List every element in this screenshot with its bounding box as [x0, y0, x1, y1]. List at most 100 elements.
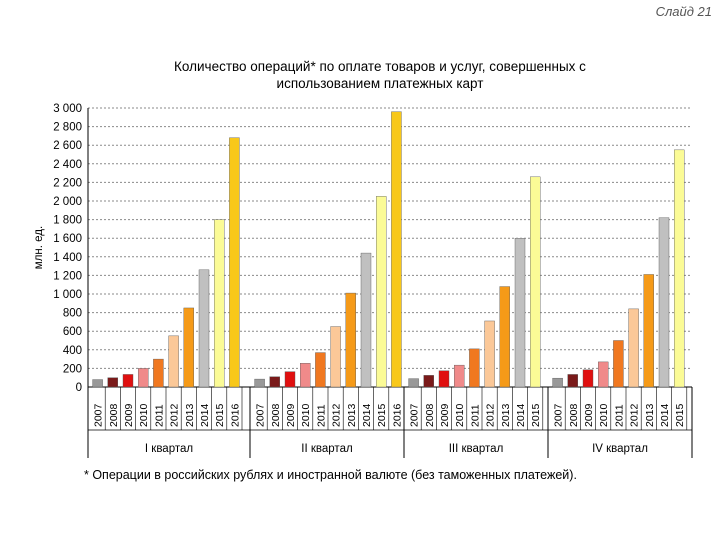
bar: [229, 137, 240, 388]
bar: [499, 286, 510, 388]
year-label: 2007: [93, 403, 105, 427]
y-tick-label: 1 400: [53, 252, 82, 264]
bar: [423, 375, 434, 388]
bar: [153, 358, 164, 388]
bar: [122, 374, 134, 388]
y-tick-label: 1 800: [53, 215, 82, 227]
year-label: 2008: [108, 403, 120, 427]
bar: [198, 269, 210, 388]
year-label: 2012: [485, 403, 497, 427]
chart-title: Количество операций* по оплате товаров и…: [100, 58, 660, 92]
year-label: 2013: [500, 403, 512, 427]
bar: [567, 374, 578, 388]
y-tick-label: 2 600: [53, 140, 82, 152]
bar: [360, 252, 372, 388]
bar: [598, 361, 609, 388]
year-label: 2014: [361, 403, 373, 427]
year-label: 2010: [598, 403, 610, 427]
year-label: 2010: [138, 403, 150, 427]
bar: [254, 378, 265, 388]
bar: [213, 219, 225, 388]
year-label: 2012: [629, 403, 641, 427]
bar: [391, 111, 402, 388]
year-label: 2011: [315, 404, 327, 427]
y-tick-label: 1 200: [53, 270, 82, 282]
bar: [613, 340, 624, 388]
y-tick-label: 2 800: [53, 122, 82, 134]
year-label: 2010: [300, 403, 312, 427]
year-label: 2016: [229, 403, 241, 427]
bar: [345, 292, 356, 388]
chart-title-line-1: Количество операций* по оплате товаров и…: [174, 59, 586, 74]
bar: [168, 335, 179, 388]
quarter-label: II квартал: [301, 443, 352, 455]
bar: [300, 363, 311, 388]
quarter-label: IV квартал: [592, 443, 648, 455]
bar: [582, 369, 594, 388]
year-label: 2010: [454, 403, 466, 427]
bar: [658, 217, 670, 388]
year-label: 2008: [568, 403, 580, 427]
chart-title-line-2: использованием платежных карт: [276, 76, 484, 91]
year-label: 2007: [409, 403, 421, 427]
year-label: 2014: [659, 403, 671, 427]
bar: [408, 378, 419, 388]
year-label: 2009: [439, 403, 451, 427]
y-tick-label: 2 200: [53, 177, 82, 189]
year-label: 2014: [199, 403, 211, 427]
bar: [469, 348, 480, 388]
footnote: * Операции в российских рублях и иностра…: [84, 468, 577, 482]
bar: [484, 320, 495, 388]
y-tick-label: 600: [63, 326, 82, 338]
bar: [552, 377, 563, 388]
year-label: 2008: [270, 403, 282, 427]
year-label: 2009: [123, 403, 135, 427]
bar: [674, 149, 685, 388]
year-label: 2013: [184, 403, 196, 427]
year-label: 2016: [391, 403, 403, 427]
y-tick-label: 2 400: [53, 159, 82, 171]
bar: [330, 326, 341, 388]
bar: [643, 274, 654, 388]
bar: [284, 371, 296, 388]
bar: [183, 307, 195, 388]
bar: [107, 377, 119, 388]
bar: [454, 364, 465, 388]
slide-number: Слайд 21: [655, 4, 712, 19]
y-tick-label: 400: [63, 345, 82, 357]
y-tick-label: 2 000: [53, 196, 82, 208]
bar: [92, 379, 103, 388]
year-label: 2015: [674, 403, 686, 427]
year-label: 2007: [553, 403, 565, 427]
bar: [315, 352, 326, 388]
y-tick-label: 1 600: [53, 233, 82, 245]
year-label: 2007: [255, 403, 267, 427]
y-axis-label: млн. ед.: [33, 226, 45, 269]
year-label: 2009: [285, 403, 297, 427]
year-label: 2014: [515, 403, 527, 427]
quarter-label: III квартал: [449, 443, 504, 455]
year-label: 2009: [583, 403, 595, 427]
y-tick-label: 800: [63, 308, 82, 320]
year-label: 2011: [613, 404, 625, 427]
year-label: 2011: [469, 404, 481, 427]
y-tick-label: 200: [63, 363, 82, 375]
year-label: 2011: [153, 404, 165, 427]
year-label: 2012: [169, 403, 181, 427]
year-label: 2013: [644, 403, 656, 427]
bar: [269, 376, 280, 388]
year-label: 2015: [376, 403, 388, 427]
year-label: 2012: [331, 403, 343, 427]
quarter-label: I квартал: [145, 443, 193, 455]
bar: [514, 237, 526, 388]
bar: [530, 176, 541, 388]
bar: [137, 368, 149, 388]
year-label: 2015: [530, 403, 542, 427]
bar: [438, 370, 450, 388]
bar: [376, 196, 387, 388]
y-tick-label: 1 000: [53, 289, 82, 301]
bar: [628, 308, 639, 388]
year-label: 2008: [424, 403, 436, 427]
year-label: 2015: [214, 403, 226, 427]
